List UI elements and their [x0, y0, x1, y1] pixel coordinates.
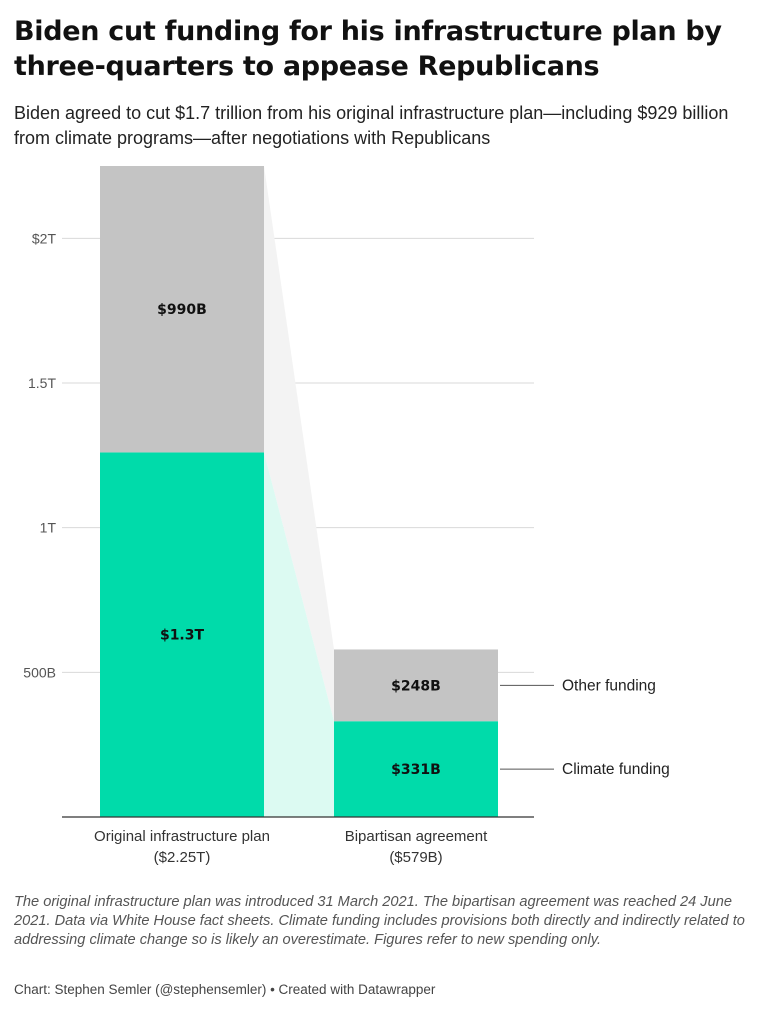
- x-category-label: Original infrastructure plan: [94, 828, 270, 845]
- x-category-label: Bipartisan agreement: [345, 828, 488, 845]
- x-category-label: ($579B): [389, 849, 442, 866]
- legend-climate-funding: Climate funding: [562, 761, 670, 778]
- bar-other-funding: [100, 166, 264, 453]
- y-tick-label: $2T: [32, 230, 57, 246]
- x-category-label: ($2.25T): [154, 849, 211, 866]
- bar-climate-funding: [334, 721, 498, 817]
- y-tick-label: 1T: [40, 520, 57, 536]
- stacked-bar-chart: 500B 1T 1.5T $2T $1.3T $990B Original infrastr…: [23, 166, 670, 866]
- bar-climate-funding: [100, 452, 264, 817]
- connector-climate-funding: [264, 452, 334, 817]
- bar-value-label: $1.3T: [160, 628, 205, 644]
- y-tick-label: 500B: [23, 664, 56, 680]
- legend-other-funding: Other funding: [562, 677, 656, 694]
- bar-other-funding: [334, 649, 498, 722]
- bar-value-label: $990B: [157, 302, 207, 318]
- chart-title: Biden cut funding for his infrastructure…: [14, 16, 722, 82]
- chart-credit: Chart: Stephen Semler (@stephensemler) •…: [14, 982, 436, 997]
- chart-notes: The original infrastructure plan was int…: [14, 894, 745, 948]
- bar-value-label: $248B: [391, 678, 441, 694]
- bar-value-label: $331B: [391, 762, 441, 778]
- chart-subtitle: Biden agreed to cut $1.7 trillion from h…: [14, 103, 729, 148]
- y-tick-label: 1.5T: [28, 375, 56, 391]
- connector-other-funding: [264, 166, 334, 722]
